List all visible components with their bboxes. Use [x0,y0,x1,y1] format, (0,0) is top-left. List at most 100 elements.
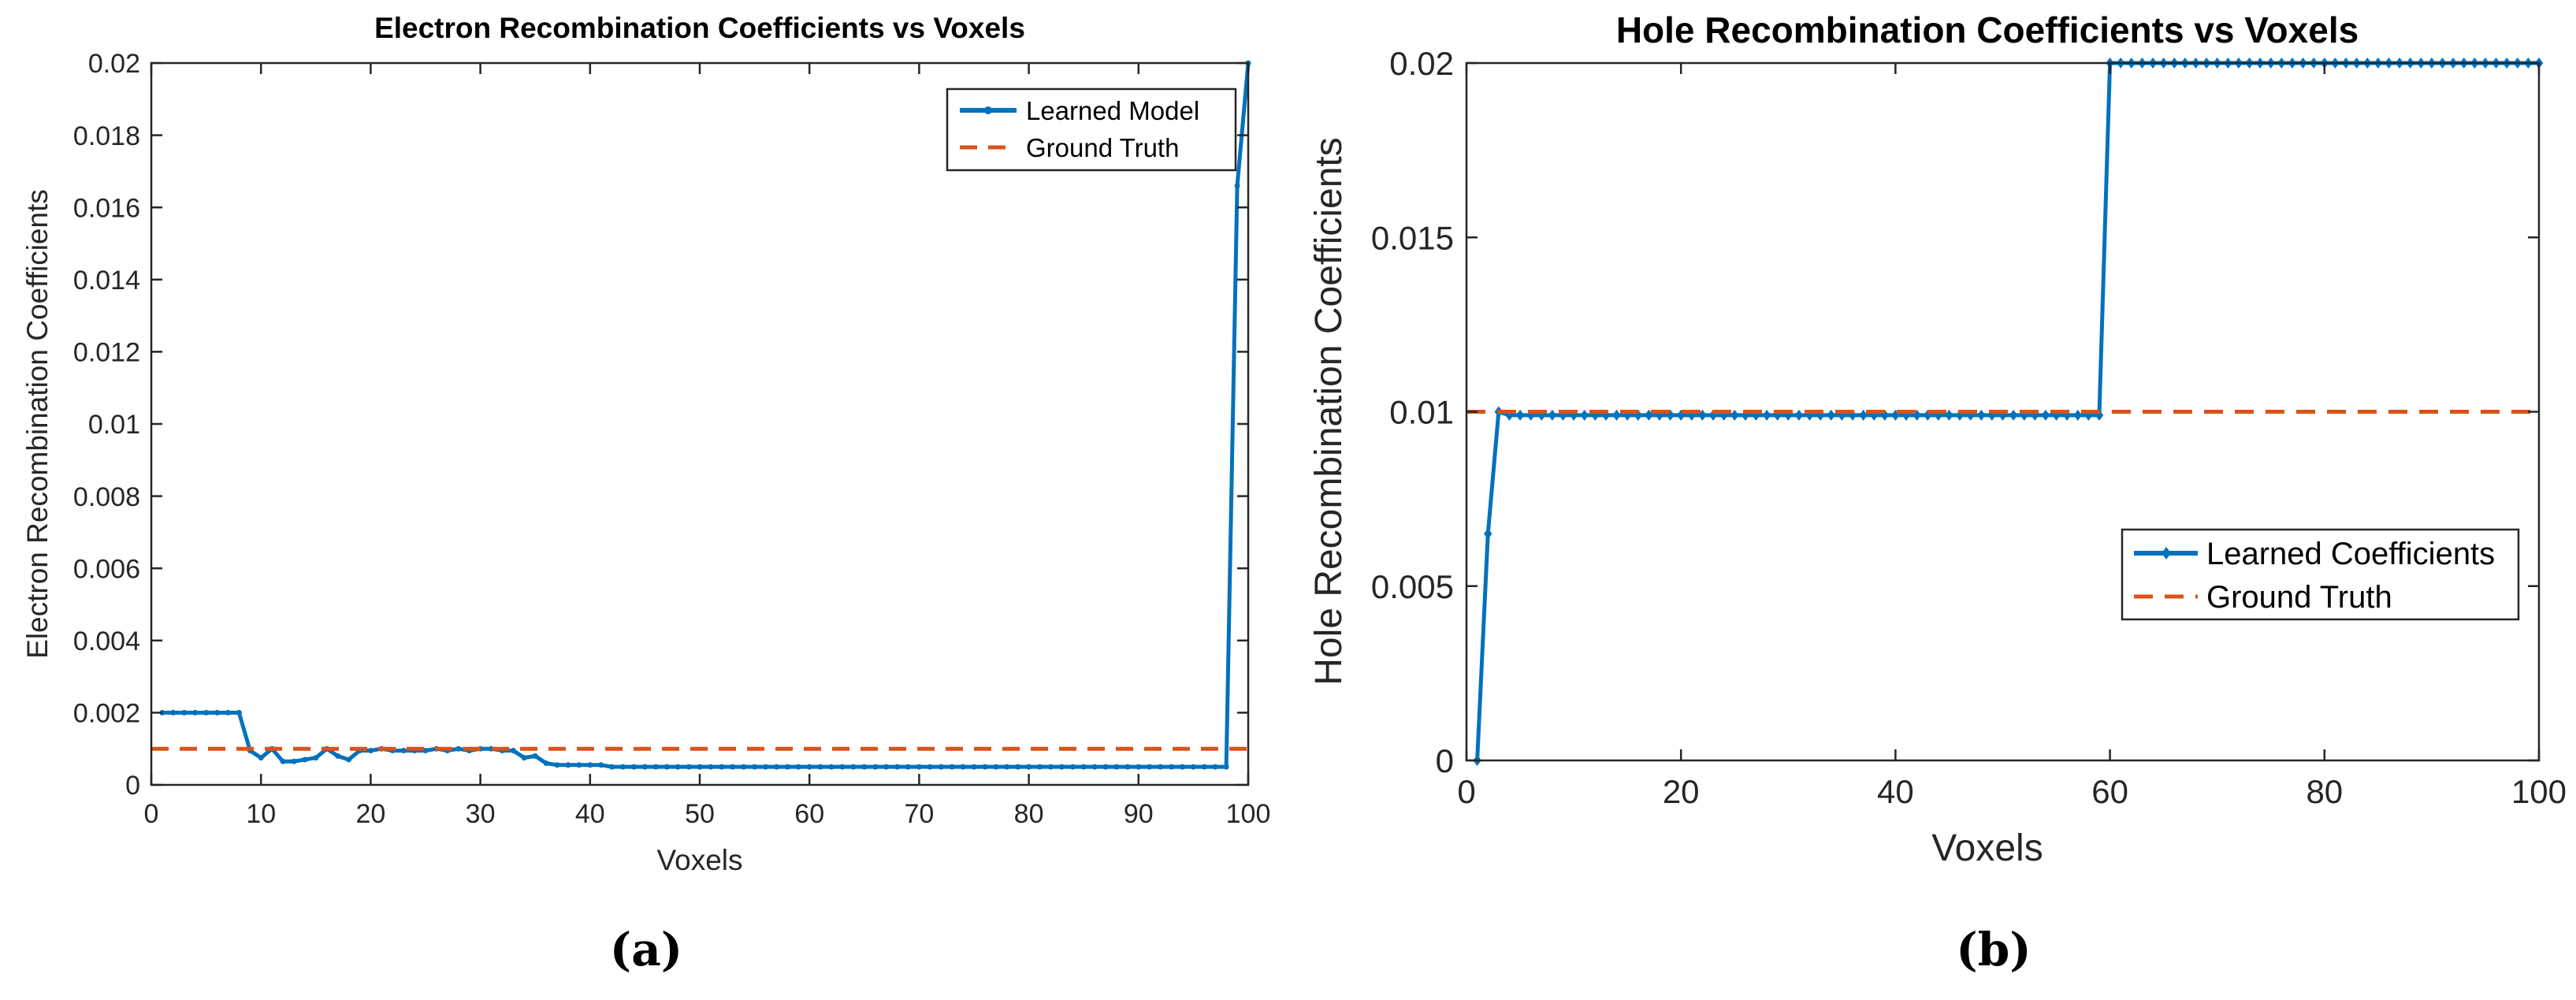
data-point [883,764,890,770]
x-tick-label: 0 [1457,773,1475,810]
y-tick-label: 0.02 [1389,45,1454,82]
y-tick-label: 0 [125,771,140,801]
data-point [1977,409,1986,421]
data-point [192,709,199,716]
data-point [1058,764,1065,770]
x-tick-label: 100 [1226,799,1271,829]
data-point [2073,409,2083,421]
data-point [554,762,560,768]
data-point [949,764,955,770]
data-point [938,764,944,770]
legend-box [946,87,1237,172]
data-point [1612,409,1621,421]
data-point [335,753,341,759]
axis-ticks: 0 20 40 60 80 100 0 0.005 0.01 0.015 0.02 [1371,45,2567,810]
data-point [521,755,527,761]
data-point [203,709,210,716]
data-point [697,764,703,770]
data-point [1730,409,1739,421]
data-point [1859,409,1868,421]
data-point [455,745,462,752]
data-point [225,709,231,716]
series-line-learned-model [162,62,1251,769]
data-point [916,764,922,770]
data-point [784,764,790,770]
data-point [565,762,571,768]
data-point [1091,764,1098,770]
data-point [422,747,429,753]
data-point [817,764,823,770]
legend-label-ground-truth: Ground Truth [1026,133,1179,162]
data-point [850,764,857,770]
y-tick-label: 0.008 [73,482,140,512]
data-point [236,709,242,716]
y-tick-label: 0.018 [73,121,140,151]
caption-b: (b) [1956,923,2031,976]
x-tick-label: 20 [355,799,385,829]
data-point [905,764,911,770]
y-tick-label: 0.004 [73,626,140,656]
data-point [2009,409,2018,421]
x-axis-label: Voxels [656,844,742,876]
data-point [1004,764,1010,770]
data-point [576,762,582,768]
y-tick-label: 0.01 [1389,394,1454,431]
data-point [1945,409,1953,421]
data-point [291,758,297,764]
data-point [730,764,736,770]
data-point [1136,764,1142,770]
data-point [982,764,988,770]
data-point [620,764,626,770]
data-point [543,760,549,767]
data-point [894,764,901,770]
x-tick-label: 90 [1124,799,1154,829]
y-axis-label: Electron Recombination Coefficients [21,189,54,659]
y-tick-label: 0.005 [1371,568,1454,605]
data-point [1234,183,1240,189]
data-point [795,764,801,770]
data-point [214,709,221,716]
data-point [971,764,977,770]
x-tick-label: 60 [794,799,824,829]
legend-label-ground-truth: Ground Truth [2206,580,2392,615]
data-point [652,764,659,770]
data-point [741,764,747,770]
x-tick-label: 20 [1663,773,1700,810]
legend: Learned Model Ground Truth [946,87,1237,172]
data-point [313,755,319,761]
data-point [828,764,835,770]
data-point [1515,409,1525,421]
data-point [993,764,999,770]
data-point [400,747,407,753]
data-point [587,762,593,768]
legend-marker-learned-coefficients [2162,547,2171,559]
data-point [302,757,308,763]
data-point [1223,764,1229,770]
y-tick-label: 0.02 [88,49,140,79]
x-tick-label: 0 [144,799,159,829]
x-tick-label: 50 [685,799,715,829]
data-point [2041,409,2050,421]
y-tick-label: 0.006 [73,554,140,584]
data-point [1762,409,1771,421]
data-point [1794,409,1804,421]
chart-title: Hole Recombination Coefficients vs Voxel… [1616,9,2359,50]
caption-a: (a) [610,923,682,976]
x-tick-label: 60 [2091,773,2128,810]
data-point [641,764,648,770]
data-point [1190,764,1196,770]
data-point [1158,764,1164,770]
y-tick-label: 0.012 [73,338,140,368]
data-point [1179,764,1185,770]
data-point [1147,764,1153,770]
data-point [675,764,681,770]
data-point [1015,764,1021,770]
y-tick-label: 0 [1436,742,1454,779]
chart-electron: Electron Recombination Coefficients vs V… [21,12,1270,976]
data-point [752,764,758,770]
x-axis-label: Voxels [1931,827,2043,869]
data-point [927,764,933,770]
data-point [510,747,516,753]
data-point [1645,409,1653,421]
chart-title: Electron Recombination Coefficients vs V… [374,12,1025,44]
